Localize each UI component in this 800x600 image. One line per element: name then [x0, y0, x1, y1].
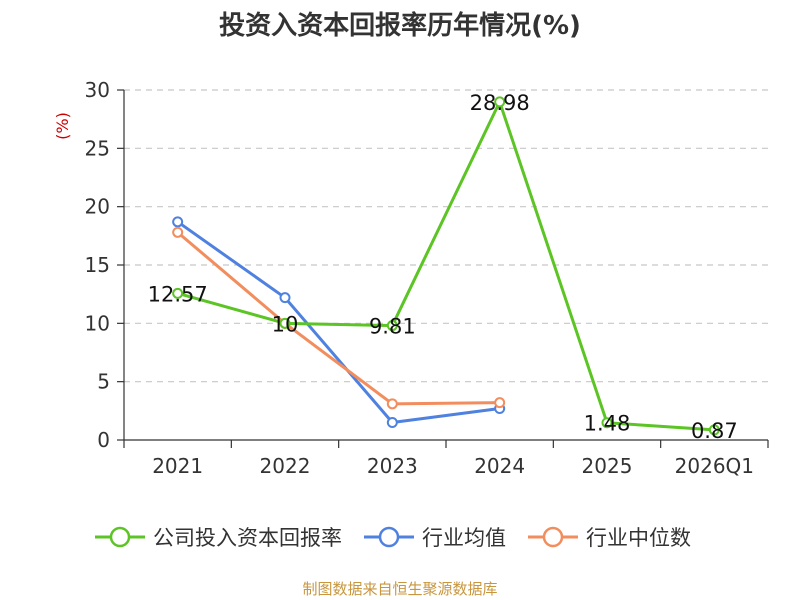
series-line-2	[178, 232, 500, 404]
legend-label: 公司投入资本回报率	[153, 526, 342, 550]
data-point	[388, 418, 397, 427]
y-tick-label: 20	[85, 195, 110, 219]
legend-label: 行业均值	[422, 526, 506, 550]
legend-marker	[380, 528, 398, 546]
data-label: 28.98	[470, 91, 530, 115]
x-tick-label: 2021	[152, 454, 203, 478]
legend-marker	[111, 528, 129, 546]
legend-item-0[interactable]: 公司投入资本回报率	[95, 526, 342, 550]
y-tick-label: 5	[97, 370, 110, 394]
y-axis-label: (%)	[53, 112, 72, 140]
data-point	[281, 293, 290, 302]
data-point	[173, 217, 182, 226]
data-point	[388, 399, 397, 408]
data-label: 1.48	[584, 412, 631, 436]
series-line-1	[178, 222, 500, 423]
x-tick-label: 2026Q1	[675, 454, 754, 478]
legend-marker	[544, 528, 562, 546]
y-tick-label: 0	[97, 428, 110, 452]
data-point	[173, 228, 182, 237]
chart-title: 投资入资本回报率历年情况(%)	[219, 10, 581, 41]
data-label: 12.57	[148, 282, 208, 306]
data-point	[495, 398, 504, 407]
series-line-0	[178, 102, 715, 430]
y-tick-label: 10	[85, 311, 110, 335]
legend-item-2[interactable]: 行业中位数	[528, 526, 691, 550]
x-tick-label: 2024	[474, 454, 525, 478]
data-label: 10	[272, 312, 299, 336]
grid-lines	[124, 90, 768, 382]
data-label: 9.81	[369, 315, 416, 339]
source-note: 制图数据来自恒生聚源数据库	[302, 580, 497, 598]
x-tick-label: 2023	[367, 454, 418, 478]
data-labels: 12.57 10 9.81 28.98 1.48 0.87	[148, 91, 738, 443]
y-tick-label: 15	[85, 253, 110, 277]
x-tick-label: 2025	[582, 454, 633, 478]
data-label: 0.87	[691, 419, 738, 443]
x-tick-label: 2022	[260, 454, 311, 478]
legend-item-1[interactable]: 行业均值	[364, 526, 506, 550]
y-tick-label: 25	[85, 136, 110, 160]
legend-label: 行业中位数	[586, 526, 691, 550]
y-tick-label: 30	[85, 78, 110, 102]
legend: 公司投入资本回报率 行业均值 行业中位数	[95, 526, 691, 550]
